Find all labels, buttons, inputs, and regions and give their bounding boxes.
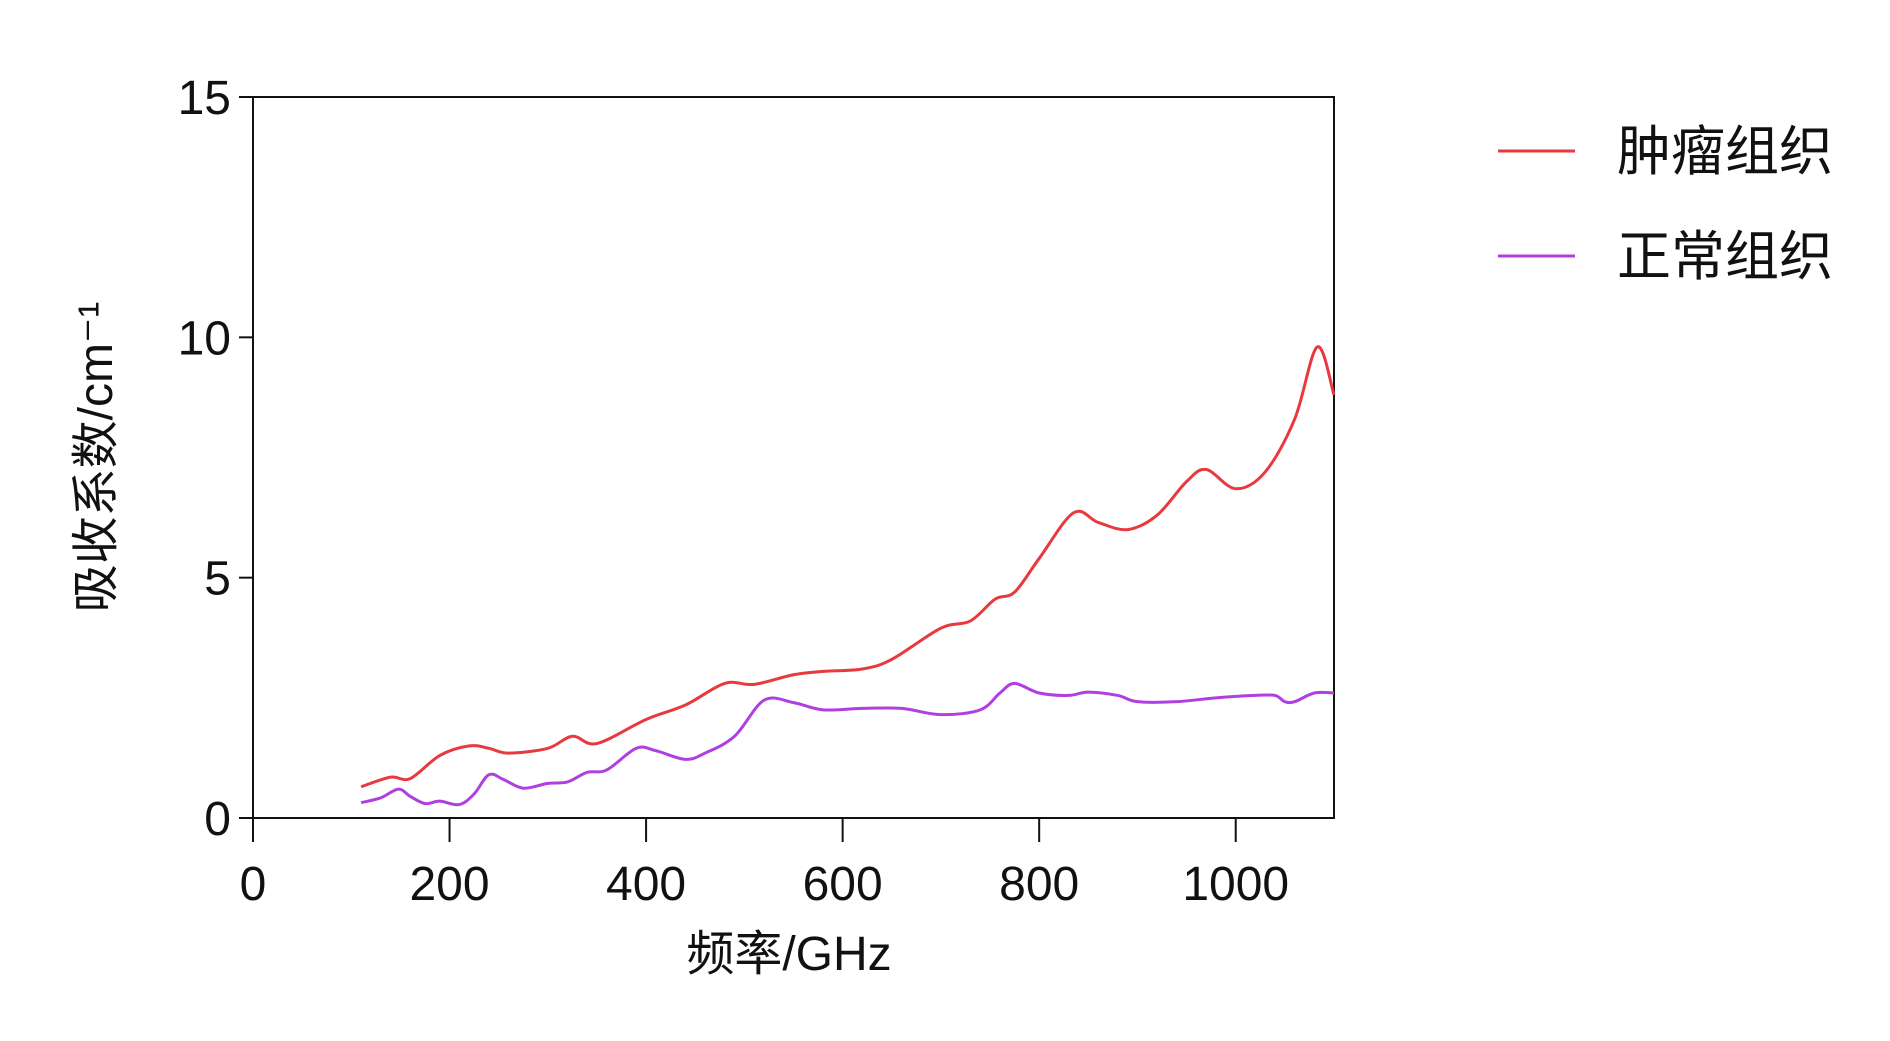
legend-label: 肿瘤组织: [1617, 122, 1833, 182]
y-tick-label: 0: [204, 793, 231, 846]
x-tick-label: 1000: [1182, 858, 1289, 911]
y-axis-label: 吸收系数/cm⁻¹: [70, 302, 123, 613]
plot-frame: [252, 96, 1335, 819]
x-tick-label: 200: [409, 858, 489, 911]
y-tick-label: 15: [178, 72, 231, 125]
y-tick-label: 10: [178, 312, 231, 365]
x-tick-label: 0: [240, 858, 267, 911]
data-line: [360, 681, 1335, 807]
x-axis-label: 频率/GHz: [686, 928, 891, 981]
x-tick-label: 600: [803, 858, 883, 911]
x-tick-label: 800: [999, 858, 1079, 911]
y-tick-label: 5: [204, 553, 231, 606]
x-tick-label: 400: [606, 858, 686, 911]
data-line: [360, 345, 1336, 789]
legend-label: 正常组织: [1617, 227, 1833, 287]
